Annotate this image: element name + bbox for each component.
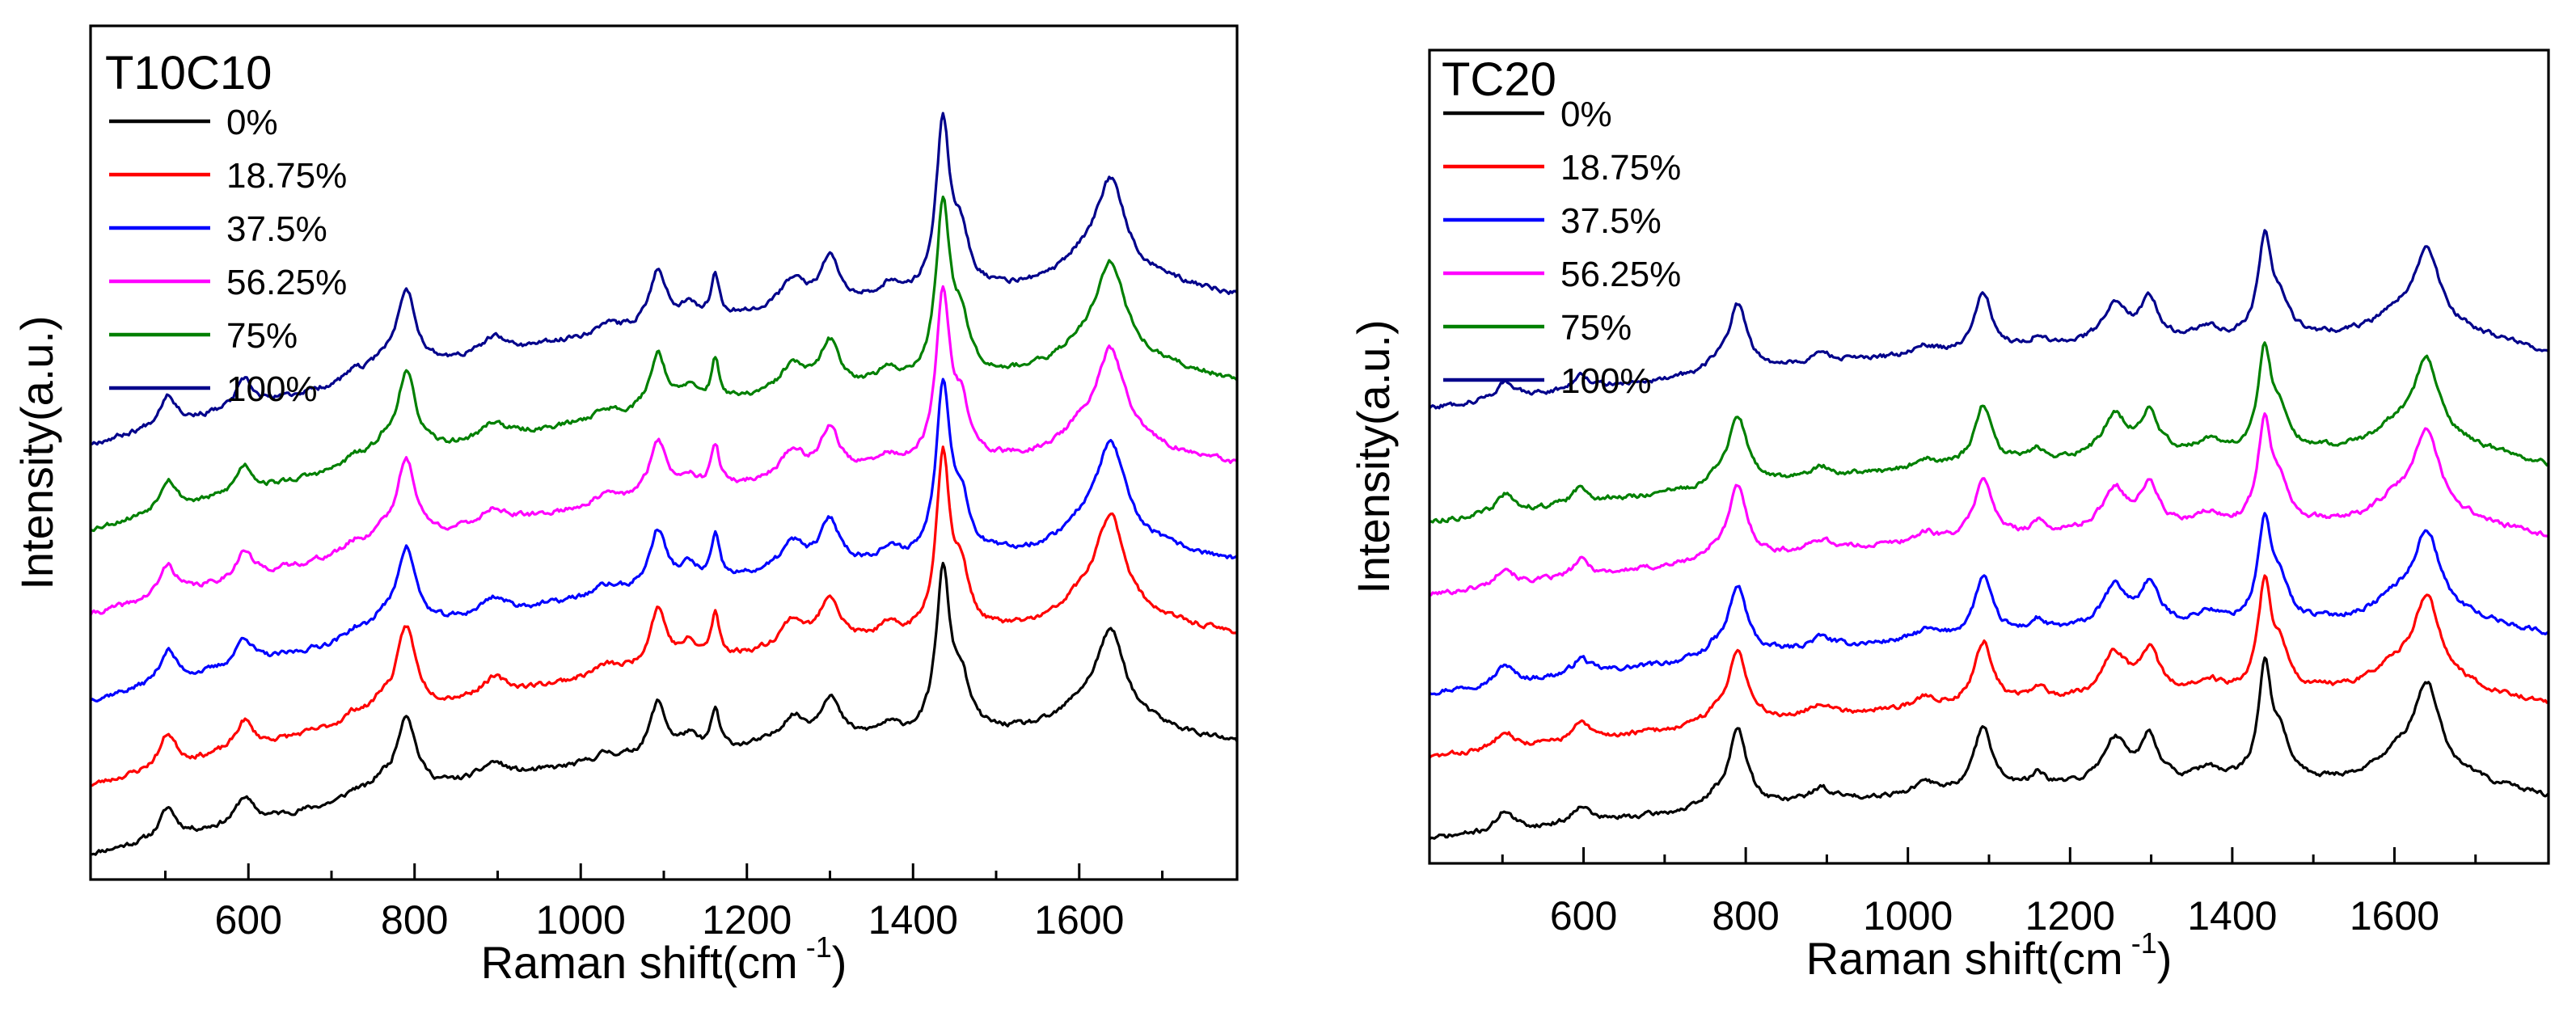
x-axis-title-superscript: -1 — [2123, 926, 2157, 960]
series-line-1 — [91, 445, 1237, 787]
series-line-2 — [91, 378, 1237, 702]
y-axis-title: Intensity(a.u.) — [1348, 319, 1399, 593]
legend-label-2: 37.5% — [226, 209, 327, 249]
legend-label-3: 56.25% — [226, 263, 347, 302]
series-line-3 — [1429, 412, 2549, 597]
legend-title: T10C10 — [105, 47, 272, 99]
legend-label-0: 0% — [1560, 95, 1612, 134]
x-tick-label: 800 — [381, 897, 448, 943]
legend-label-5: 100% — [1560, 361, 1652, 401]
series-line-4 — [1429, 341, 2549, 524]
x-tick-label: 600 — [1550, 893, 1617, 939]
x-tick-label: 1000 — [1863, 893, 1953, 939]
series-line-5 — [91, 112, 1237, 446]
x-tick-label: 1400 — [868, 897, 958, 943]
series-line-1 — [1429, 574, 2549, 759]
legend-label-0: 0% — [226, 103, 278, 142]
legend-label-2: 37.5% — [1560, 201, 1662, 241]
x-axis-title-superscript: -1 — [798, 930, 832, 964]
x-tick-label: 1200 — [2025, 893, 2115, 939]
y-axis-title: Intensity(a.u.) — [11, 315, 62, 589]
legend-label-5: 100% — [226, 369, 318, 409]
series-line-4 — [91, 195, 1237, 533]
chart-t10c10: 600 800 1000 1200 1400 1600 Raman shift(cm -1)… — [11, 24, 1239, 988]
x-tick-label: 1000 — [536, 897, 626, 943]
legend-label-1: 18.75% — [1560, 148, 1681, 188]
x-axis-title: Raman shift(cm -1) — [1806, 926, 2173, 984]
legend-label-4: 75% — [1560, 308, 1632, 348]
series-line-5 — [1429, 229, 2549, 410]
series-line-0 — [1429, 656, 2549, 841]
x-axis-title-close: ) — [832, 937, 847, 988]
series-line-2 — [1429, 512, 2549, 696]
legend-title: TC20 — [1442, 53, 1556, 106]
x-axis-title-main: Raman shift(cm — [1806, 933, 2123, 984]
x-tick-label: 1200 — [702, 897, 792, 943]
series-line-3 — [91, 285, 1237, 616]
legend-label-4: 75% — [226, 316, 298, 356]
legend-label-1: 18.75% — [226, 156, 347, 196]
series-group — [91, 112, 1237, 856]
x-tick-label: 600 — [215, 897, 282, 943]
x-tick-label: 1600 — [2350, 893, 2439, 939]
x-tick-label: 1600 — [1034, 897, 1124, 943]
legend-label-3: 56.25% — [1560, 255, 1681, 294]
x-tick-label: 800 — [1712, 893, 1779, 939]
series-line-0 — [91, 561, 1237, 856]
series-group — [1429, 229, 2549, 841]
x-axis-title: Raman shift(cm -1) — [481, 930, 847, 988]
x-axis-title-close: ) — [2157, 933, 2173, 984]
x-tick-label: 1400 — [2187, 893, 2277, 939]
chart-tc20: 600 800 1000 1200 1400 1600 Raman shift(cm -1)… — [1348, 49, 2550, 984]
x-axis-title-main: Raman shift(cm — [481, 937, 798, 988]
